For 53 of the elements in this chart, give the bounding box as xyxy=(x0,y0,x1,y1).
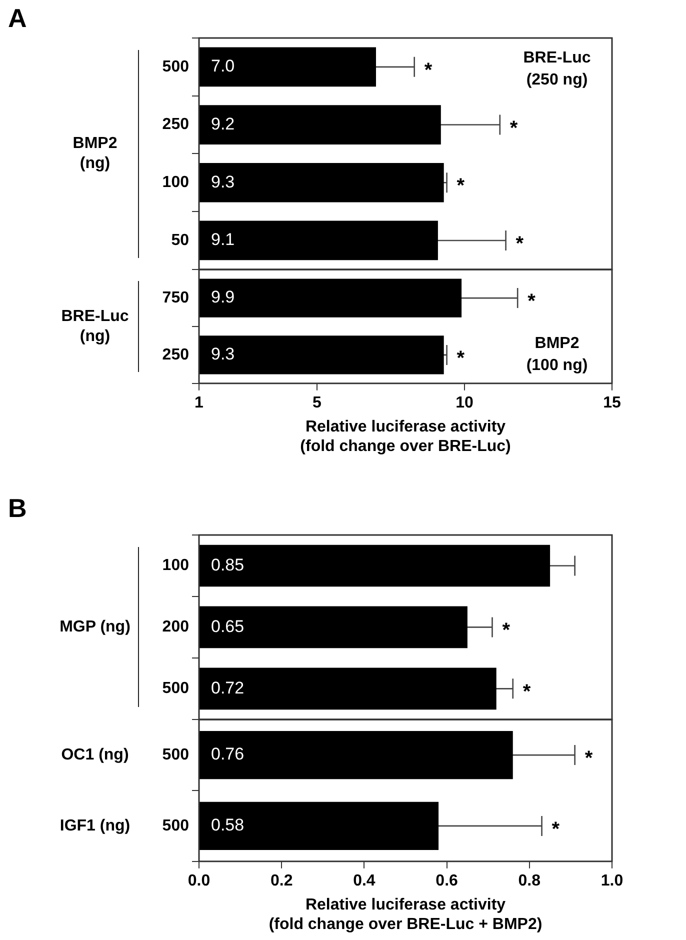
annotation: * xyxy=(456,175,465,198)
data-label: 0.72 xyxy=(211,678,244,698)
y-tick-label: 500 xyxy=(162,680,190,698)
y-tick-label: 100 xyxy=(162,174,190,192)
x-tick-label: 1 xyxy=(194,394,204,412)
text: OC1 (ng) xyxy=(61,746,129,764)
chart-title: A xyxy=(8,3,27,34)
y-tick-label: 500 xyxy=(162,58,190,76)
data-label: 9.3 xyxy=(211,172,235,192)
annotation: * xyxy=(552,818,560,840)
annotation: * xyxy=(424,59,432,82)
x-axis-title: Relative luciferase activity (fold change over BRE-Luc) xyxy=(300,418,511,455)
y-axis-title: BMP2 (ng) xyxy=(72,135,118,172)
annotation: * xyxy=(584,748,593,770)
annotation: * xyxy=(528,290,536,313)
y-axis-title: MGP (ng) xyxy=(60,618,130,636)
x-tick-label: 0.4 xyxy=(353,872,376,890)
data-label: 9.3 xyxy=(211,344,235,364)
annotation: * xyxy=(510,117,518,140)
y-tick-label: 100 xyxy=(162,557,190,574)
y-tick-label: 500 xyxy=(162,817,190,834)
annotation: * xyxy=(456,347,465,370)
data-label: 0.85 xyxy=(211,555,244,574)
y-tick-label: 750 xyxy=(162,289,190,306)
x-tick-label: 1.0 xyxy=(600,872,624,890)
text: IGF1 (ng) xyxy=(60,817,130,834)
annotation: BMP2 (100 ng) xyxy=(526,334,588,374)
data-label: 9.2 xyxy=(211,114,235,134)
chart-title: B xyxy=(8,493,27,524)
y-tick-label: 500 xyxy=(162,746,190,764)
data-label: 9.1 xyxy=(211,230,235,250)
x-axis-title: Relative luciferase activity (fold change over BRE-Luc + BMP2) xyxy=(268,896,542,933)
data-label: 7.0 xyxy=(211,56,235,76)
data-label: 9.9 xyxy=(211,288,235,307)
y-tick-label: 250 xyxy=(162,346,190,364)
annotation: * xyxy=(516,232,524,255)
x-tick-label: 5 xyxy=(312,394,322,412)
y-tick-label: 250 xyxy=(162,116,190,134)
y-tick-label: 50 xyxy=(171,232,190,249)
data-label: 0.65 xyxy=(211,616,244,636)
annotation: * xyxy=(502,620,510,642)
x-tick-label: 10 xyxy=(456,394,474,412)
annotation: BRE-Luc (250 ng) xyxy=(523,49,591,88)
x-tick-label: 0.2 xyxy=(270,872,293,890)
data-label: 0.76 xyxy=(211,744,244,764)
annotation: * xyxy=(522,681,531,704)
x-tick-label: 0.0 xyxy=(188,872,210,890)
x-tick-label: 0.8 xyxy=(518,872,541,890)
x-tick-label: 15 xyxy=(603,394,621,412)
data-label: 0.58 xyxy=(211,816,244,835)
y-tick-label: 200 xyxy=(162,618,190,636)
y-axis-title: BRE-Luc (ng) xyxy=(61,308,129,345)
x-tick-label: 0.6 xyxy=(436,872,458,890)
